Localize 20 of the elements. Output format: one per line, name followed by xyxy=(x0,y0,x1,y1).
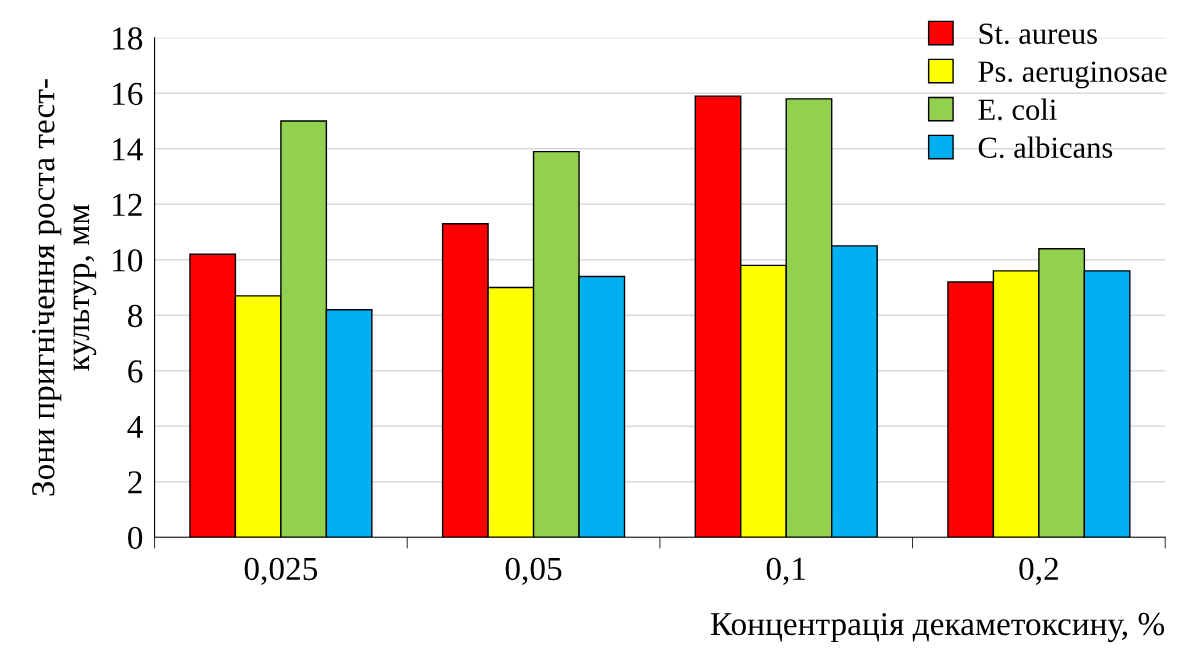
y-tick-label: 18 xyxy=(113,27,143,50)
x-axis-title: Концентрація декаметоксину, % xyxy=(710,612,1165,643)
y-tick-label: 12 xyxy=(113,193,142,216)
y-tick-label: 6 xyxy=(128,360,143,383)
y-tick-label: 8 xyxy=(128,304,143,328)
x-tick-label: 0,1 xyxy=(766,557,806,585)
legend-label: Ps. aeruginosae xyxy=(978,61,1167,89)
y-tick-label: 14 xyxy=(113,138,143,161)
y-axis-title: Зони пригнічення роста тест- культур, мм xyxy=(32,79,97,496)
x-tick-label: 0,05 xyxy=(505,557,562,585)
legend-label: C. albicans xyxy=(978,136,1113,159)
y-tick-label: 4 xyxy=(127,415,143,438)
y-tick-label: 2 xyxy=(128,471,142,494)
legend-label: St. aureus xyxy=(979,23,1097,45)
legend-label: E. coli xyxy=(978,98,1057,121)
x-tick-label: 0,025 xyxy=(244,557,318,585)
y-tick-label: 0 xyxy=(128,526,143,550)
x-tick-label: 0,2 xyxy=(1019,557,1058,585)
y-tick-label: 10 xyxy=(113,249,143,272)
y-tick-label: 16 xyxy=(113,82,143,106)
